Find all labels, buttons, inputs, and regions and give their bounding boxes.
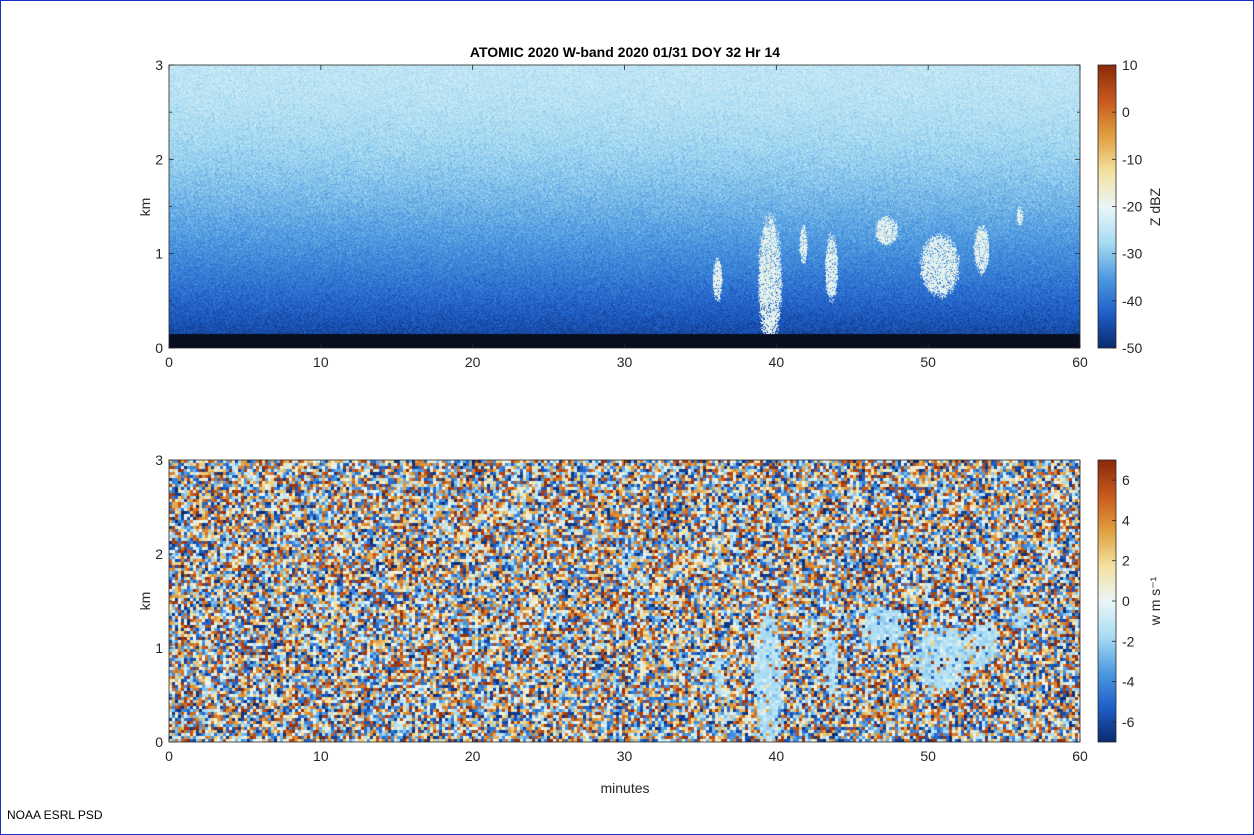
x-tick-label: 20	[465, 354, 481, 370]
colorbar-tick-label: -50	[1122, 340, 1142, 356]
colorbar-tick-label: 0	[1122, 104, 1130, 120]
y-tick-label: 3	[155, 57, 163, 73]
x-tick-label: 10	[313, 354, 329, 370]
x-tick-label: 60	[1072, 354, 1088, 370]
x-tick-label: 50	[920, 748, 936, 764]
colorbar-tick-label: -30	[1122, 246, 1142, 262]
colorbar-tick-label: -6	[1122, 714, 1135, 730]
y-tick-label: 0	[155, 340, 163, 356]
reflectivity-colorbar-label: Z dBZ	[1147, 187, 1163, 226]
colorbar-tick-label: 10	[1122, 57, 1138, 73]
footer-credit: NOAA ESRL PSD	[7, 808, 103, 822]
chart-title: ATOMIC 2020 W-band 2020 01/31 DOY 32 Hr …	[470, 44, 780, 60]
colorbar-tick-label: -2	[1122, 633, 1135, 649]
y-tick-label: 0	[155, 734, 163, 750]
colorbar-tick-label: -4	[1122, 674, 1135, 690]
colorbar-tick-label: -40	[1122, 293, 1142, 309]
x-tick-label: 20	[465, 748, 481, 764]
velocity-x-axis-label: minutes	[600, 780, 649, 796]
x-tick-label: 60	[1072, 748, 1088, 764]
y-tick-label: 2	[155, 151, 163, 167]
reflectivity-plot-area	[169, 65, 1080, 348]
velocity-plot-area	[169, 460, 1080, 742]
reflectivity-panel: ATOMIC 2020 W-band 2020 01/31 DOY 32 Hr …	[137, 44, 1163, 370]
colorbar-tick-label: -10	[1122, 151, 1142, 167]
x-tick-label: 50	[920, 354, 936, 370]
velocity-colorbar	[1098, 460, 1116, 742]
x-tick-label: 30	[617, 354, 633, 370]
colorbar-tick-label: -20	[1122, 199, 1142, 215]
y-tick-label: 1	[155, 640, 163, 656]
colorbar-tick-label: 4	[1122, 512, 1130, 528]
reflectivity-axes: 0 10 20 30 40 50 60 0 1 2 3	[155, 57, 1088, 370]
x-tick-label: 30	[617, 748, 633, 764]
velocity-colorbar-ticks: 6 4 2 0 -2 -4 -6	[1112, 472, 1135, 730]
y-tick-label: 2	[155, 546, 163, 562]
y-tick-label: 1	[155, 246, 163, 262]
colorbar-tick-label: 6	[1122, 472, 1130, 488]
reflectivity-colorbar-ticks: 10 0 -10 -20 -30 -40 -50	[1112, 57, 1142, 356]
velocity-colorbar-label: w m s⁻¹	[1147, 576, 1163, 626]
x-tick-label: 40	[769, 748, 785, 764]
colorbar-tick-label: 2	[1122, 553, 1130, 569]
x-tick-label: 10	[313, 748, 329, 764]
x-tick-label: 40	[769, 354, 785, 370]
reflectivity-colorbar	[1098, 65, 1116, 348]
x-tick-label: 0	[165, 748, 173, 764]
colorbar-tick-label: 0	[1122, 593, 1130, 609]
x-tick-label: 0	[165, 354, 173, 370]
velocity-y-axis-label: km	[137, 592, 153, 611]
velocity-axes: 0 10 20 30 40 50 60 0 1 2 3	[155, 452, 1088, 764]
y-tick-label: 3	[155, 452, 163, 468]
reflectivity-y-axis-label: km	[137, 198, 153, 217]
